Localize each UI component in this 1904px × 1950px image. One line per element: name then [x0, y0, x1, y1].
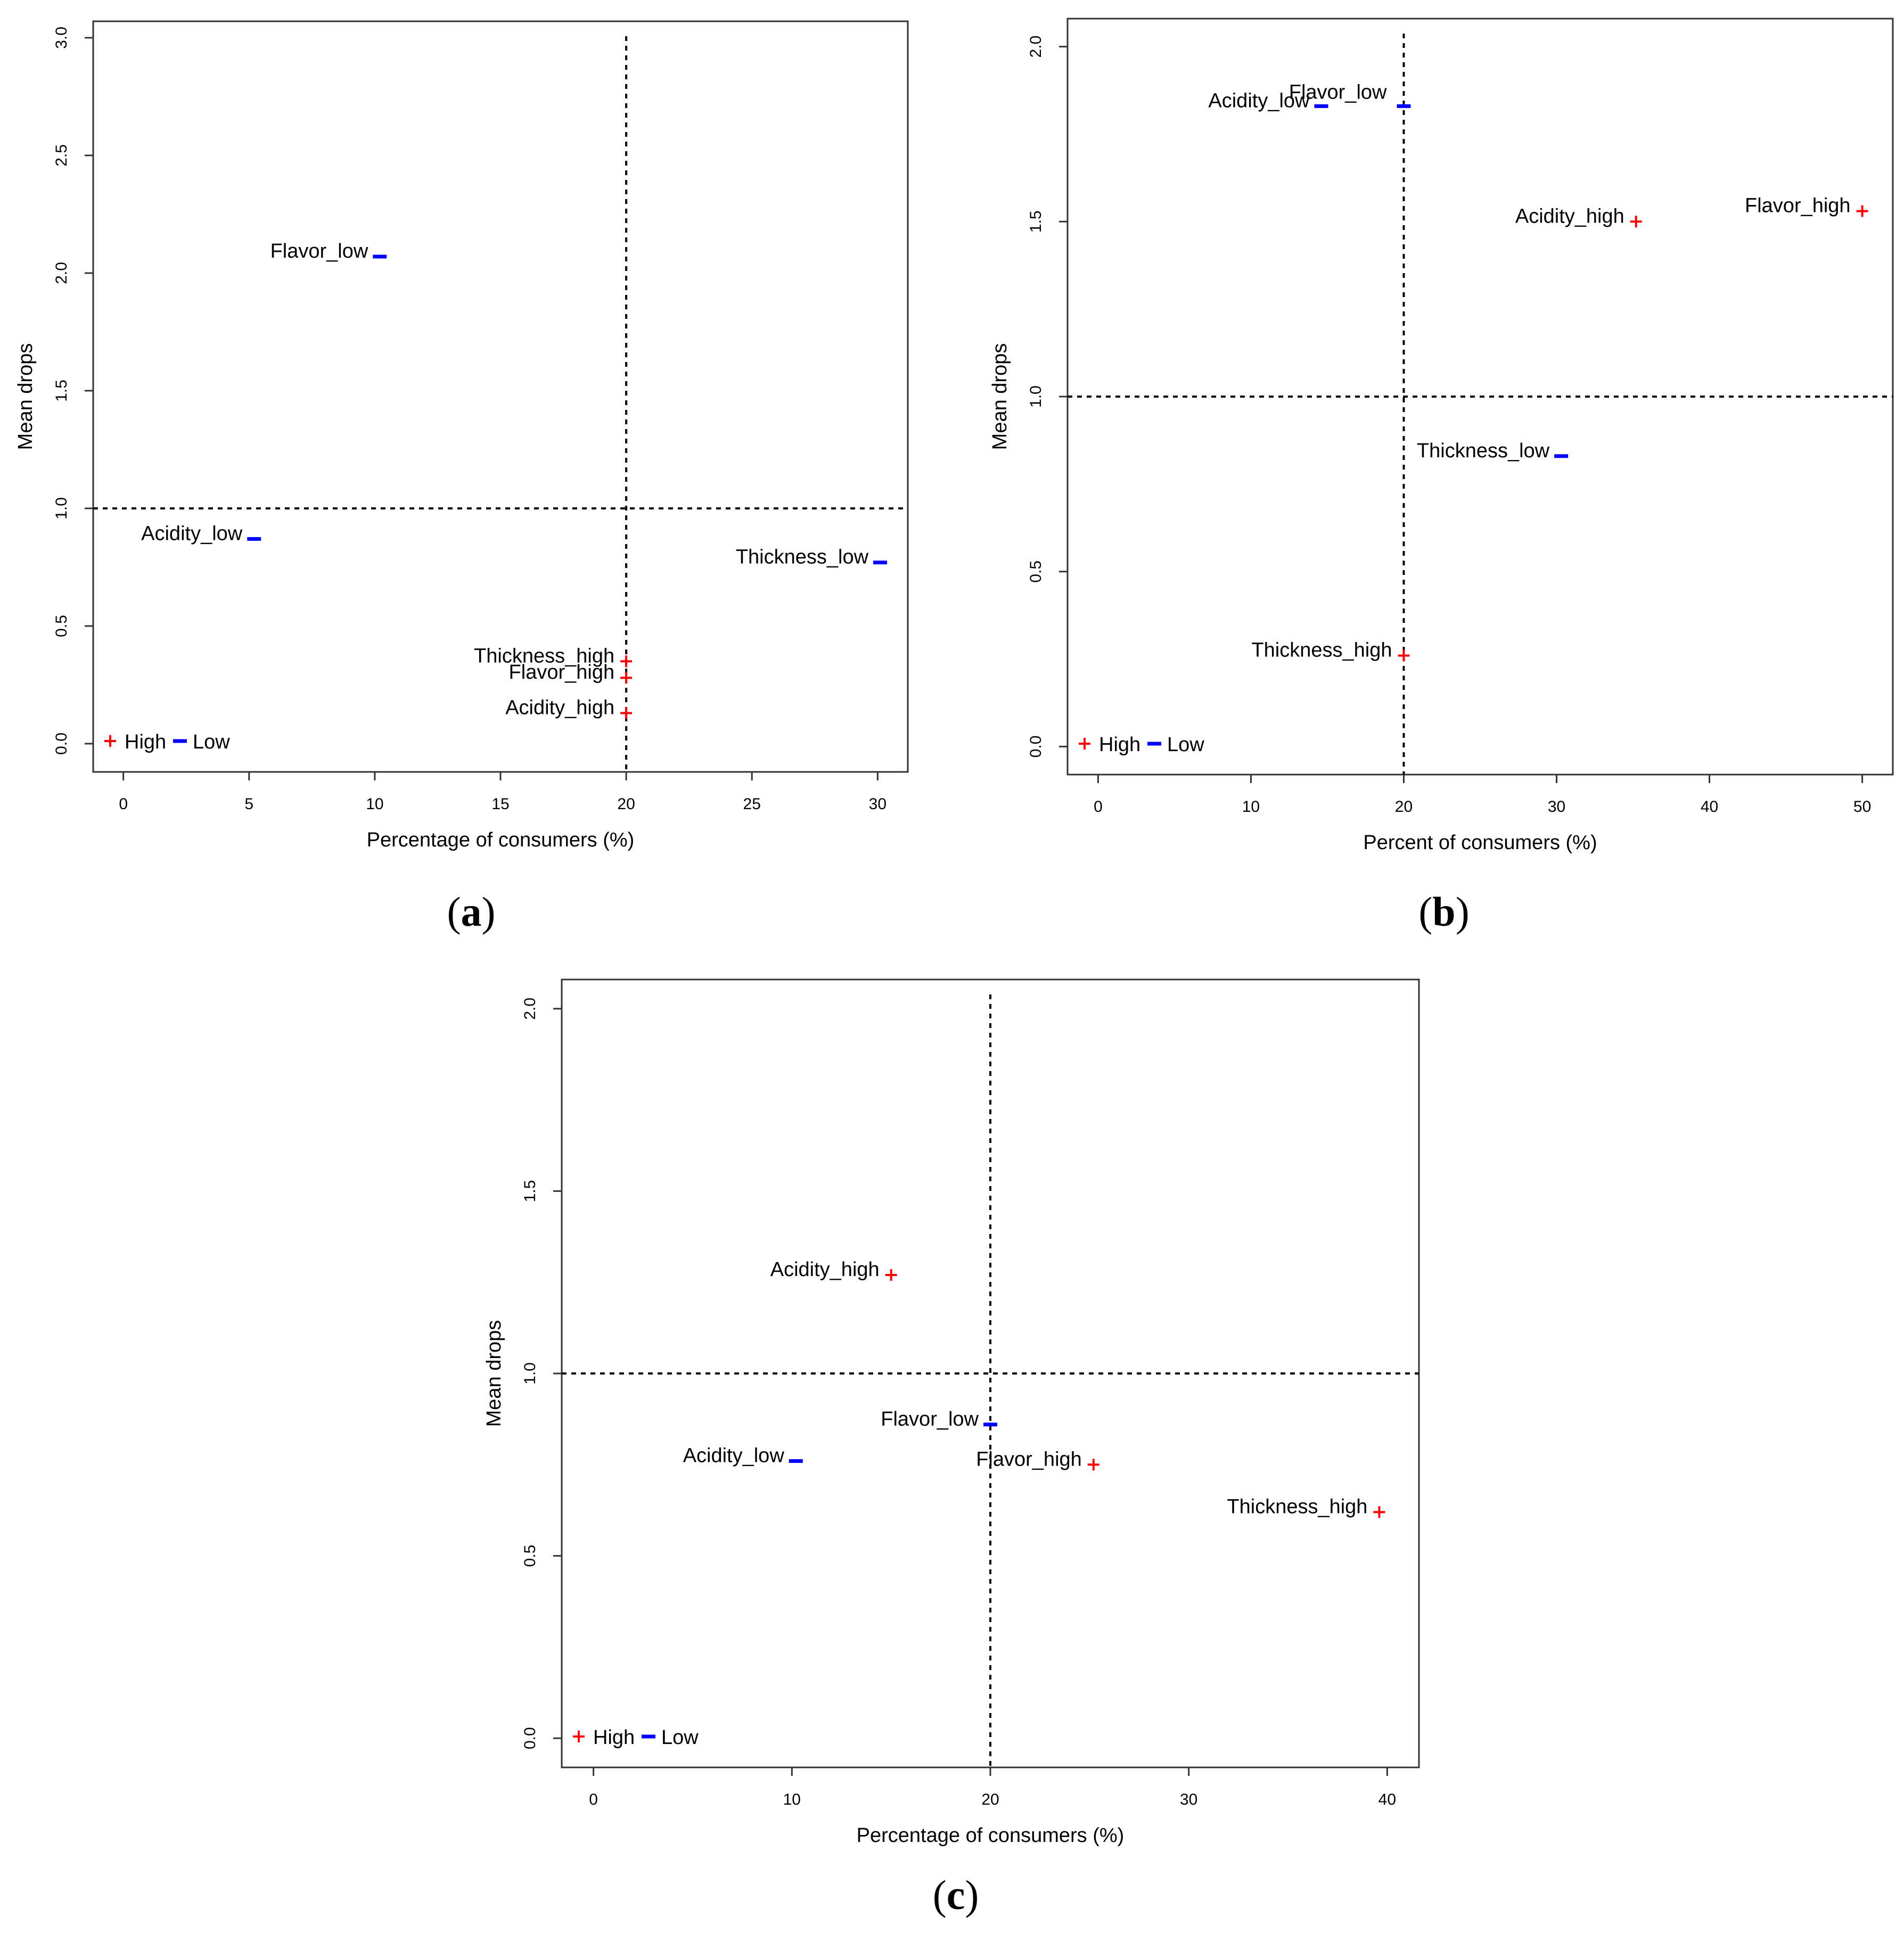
point-label: Flavor_high [509, 661, 615, 684]
point-label: Flavor_low [1289, 81, 1387, 103]
caption-a: (a) [447, 888, 496, 935]
y-axis-title: Mean drops [14, 343, 37, 450]
point-label: Flavor_high [1745, 195, 1851, 217]
y-tick-label: 2.0 [521, 998, 539, 1020]
data-point-acidity-high [1630, 216, 1642, 228]
x-tick-label: 30 [1548, 798, 1565, 816]
point-label: Acidity_high [505, 696, 614, 719]
point-label: Acidity_low [1208, 89, 1310, 112]
data-point-thickness-high [620, 655, 633, 668]
y-tick-label: 3.0 [53, 27, 70, 49]
data-point-thickness-high [1373, 1506, 1385, 1518]
x-tick-label: 50 [1853, 798, 1871, 816]
y-tick-label: 0.5 [1027, 561, 1045, 583]
y-tick-label: 0.0 [53, 733, 70, 755]
legend: High Low [1079, 734, 1204, 756]
y-tick-label: 0.5 [53, 615, 70, 637]
x-tick-label: 0 [589, 1791, 598, 1808]
y-tick-label: 1.0 [1027, 385, 1045, 408]
caption-c: (c) [932, 1872, 979, 1918]
x-tick-label: 20 [1395, 798, 1413, 816]
x-tick-label: 0 [1094, 798, 1103, 816]
x-tick-label: 10 [783, 1791, 801, 1808]
x-tick-label: 40 [1701, 798, 1718, 816]
legend-low-label: Low [193, 731, 230, 753]
x-tick-label: 10 [1242, 798, 1260, 816]
x-tick-label: 30 [869, 795, 887, 813]
y-tick-label: 0.5 [521, 1545, 539, 1567]
y-tick-label: 1.5 [53, 380, 70, 402]
x-tick-label: 30 [1180, 1791, 1197, 1808]
y-tick-label: 1.0 [53, 497, 70, 520]
y-tick-label: 2.5 [53, 144, 70, 167]
y-axis-title: Mean drops [989, 343, 1011, 450]
data-point-flavor-high [1856, 205, 1868, 217]
caption-b: (b) [1418, 888, 1470, 935]
legend-low-label: Low [661, 1726, 699, 1749]
legend-high-label: High [1099, 734, 1140, 756]
y-tick-label: 1.0 [521, 1362, 539, 1385]
x-tick-label: 5 [244, 795, 253, 813]
y-tick-label: 0.0 [521, 1727, 539, 1749]
point-label: Thickness_high [1227, 1495, 1367, 1518]
legend: High Low [573, 1726, 699, 1749]
data-point-acidity-high [885, 1269, 897, 1281]
scatter-panel-a: 0 5 10 15 20 25 30 0.0 0.5 1.0 1.5 2.0 2.5 3.0 Percent… [14, 20, 909, 851]
point-label: Flavor_low [270, 240, 368, 262]
point-label: Acidity_low [683, 1444, 785, 1467]
y-tick-label: 2.0 [53, 262, 70, 284]
data-point-flavor-high [620, 672, 633, 684]
y-tick-label: 1.5 [521, 1180, 539, 1203]
x-tick-label: 0 [119, 795, 128, 813]
point-label: Acidity_low [141, 522, 243, 545]
x-tick-label: 20 [617, 795, 635, 813]
x-tick-label: 15 [491, 795, 509, 813]
data-point-thickness-high [1398, 649, 1410, 662]
y-tick-label: 2.0 [1027, 36, 1045, 58]
x-tick-label: 40 [1378, 1791, 1396, 1808]
y-tick-label: 1.5 [1027, 210, 1045, 233]
point-label: Acidity_high [770, 1258, 880, 1281]
x-tick-label: 25 [743, 795, 761, 813]
point-label: Thickness_low [736, 546, 869, 569]
legend: High Low [104, 731, 230, 753]
legend-low-label: Low [1167, 734, 1204, 756]
y-tick-label: 0.0 [1027, 736, 1045, 758]
legend-high-label: High [593, 1726, 635, 1749]
data-point-flavor-high [1087, 1459, 1099, 1471]
data-point-acidity-high [620, 707, 633, 719]
x-axis-title: Percentage of consumers (%) [857, 1824, 1125, 1847]
x-tick-label: 10 [366, 795, 383, 813]
scatter-panel-b: 0 10 20 30 40 50 0.0 0.5 1.0 1.5 2.0 Percent of con… [989, 18, 1894, 854]
point-label: Acidity_high [1515, 205, 1624, 227]
y-axis-title: Mean drops [483, 1320, 505, 1427]
point-label: Flavor_low [881, 1408, 979, 1430]
legend-high-label: High [125, 731, 166, 753]
point-label: Flavor_high [976, 1448, 1082, 1470]
point-label: Thickness_high [474, 645, 614, 667]
x-axis-title: Percent of consumers (%) [1363, 832, 1597, 854]
point-label: Thickness_low [1417, 440, 1550, 462]
scatter-panel-c: 0 10 20 30 40 0.0 0.5 1.0 1.5 2.0 Percentage of co… [483, 978, 1420, 1847]
point-label: Thickness_high [1251, 639, 1392, 661]
x-tick-label: 20 [981, 1791, 999, 1808]
x-axis-title: Percentage of consumers (%) [367, 829, 635, 851]
